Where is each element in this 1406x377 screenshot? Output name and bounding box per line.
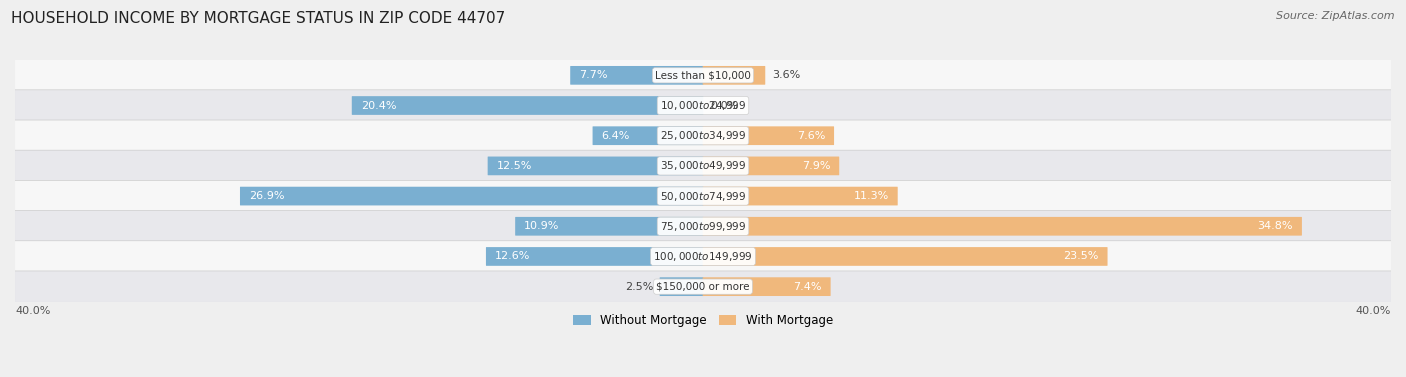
Text: $10,000 to $24,999: $10,000 to $24,999 [659, 99, 747, 112]
Text: 6.4%: 6.4% [602, 131, 630, 141]
Text: 7.9%: 7.9% [801, 161, 831, 171]
Text: 10.9%: 10.9% [524, 221, 560, 231]
Text: 40.0%: 40.0% [15, 306, 51, 316]
Text: $100,000 to $149,999: $100,000 to $149,999 [654, 250, 752, 263]
Text: $35,000 to $49,999: $35,000 to $49,999 [659, 159, 747, 172]
Text: 34.8%: 34.8% [1257, 221, 1294, 231]
Text: Less than $10,000: Less than $10,000 [655, 70, 751, 80]
Text: 26.9%: 26.9% [249, 191, 284, 201]
Text: 7.4%: 7.4% [793, 282, 821, 292]
FancyBboxPatch shape [14, 241, 1392, 272]
FancyBboxPatch shape [14, 271, 1392, 302]
Text: 2.5%: 2.5% [624, 282, 654, 292]
Text: $25,000 to $34,999: $25,000 to $34,999 [659, 129, 747, 142]
Text: HOUSEHOLD INCOME BY MORTGAGE STATUS IN ZIP CODE 44707: HOUSEHOLD INCOME BY MORTGAGE STATUS IN Z… [11, 11, 506, 26]
FancyBboxPatch shape [703, 126, 834, 145]
FancyBboxPatch shape [592, 126, 703, 145]
Text: 7.7%: 7.7% [579, 70, 607, 80]
Text: 23.5%: 23.5% [1063, 251, 1098, 262]
Text: 40.0%: 40.0% [1355, 306, 1391, 316]
FancyBboxPatch shape [571, 66, 703, 85]
Text: 12.5%: 12.5% [496, 161, 531, 171]
Text: 7.6%: 7.6% [797, 131, 825, 141]
Text: $50,000 to $74,999: $50,000 to $74,999 [659, 190, 747, 202]
Text: 3.6%: 3.6% [772, 70, 800, 80]
FancyBboxPatch shape [14, 180, 1392, 212]
FancyBboxPatch shape [703, 66, 765, 85]
FancyBboxPatch shape [14, 211, 1392, 242]
Text: Source: ZipAtlas.com: Source: ZipAtlas.com [1277, 11, 1395, 21]
Text: $150,000 or more: $150,000 or more [657, 282, 749, 292]
FancyBboxPatch shape [486, 247, 703, 266]
Legend: Without Mortgage, With Mortgage: Without Mortgage, With Mortgage [568, 310, 838, 332]
FancyBboxPatch shape [659, 277, 703, 296]
FancyBboxPatch shape [14, 90, 1392, 121]
Text: 12.6%: 12.6% [495, 251, 530, 262]
FancyBboxPatch shape [14, 150, 1392, 182]
Text: 20.4%: 20.4% [361, 101, 396, 110]
FancyBboxPatch shape [703, 187, 897, 205]
FancyBboxPatch shape [488, 156, 703, 175]
FancyBboxPatch shape [14, 120, 1392, 152]
Text: 11.3%: 11.3% [853, 191, 889, 201]
FancyBboxPatch shape [703, 247, 1108, 266]
FancyBboxPatch shape [515, 217, 703, 236]
Text: 0.0%: 0.0% [710, 101, 738, 110]
FancyBboxPatch shape [703, 277, 831, 296]
FancyBboxPatch shape [240, 187, 703, 205]
FancyBboxPatch shape [703, 156, 839, 175]
Text: $75,000 to $99,999: $75,000 to $99,999 [659, 220, 747, 233]
FancyBboxPatch shape [703, 217, 1302, 236]
FancyBboxPatch shape [14, 60, 1392, 91]
FancyBboxPatch shape [352, 96, 703, 115]
